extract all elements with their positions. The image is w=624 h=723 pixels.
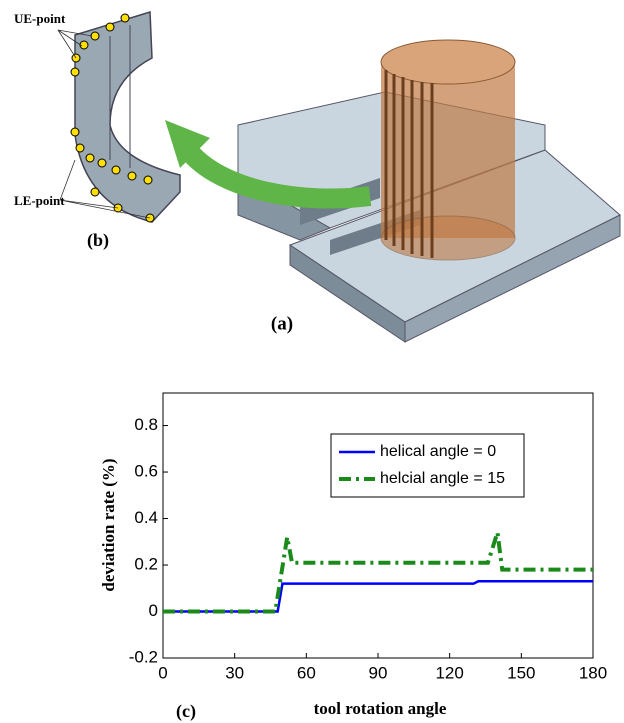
data-line [163,532,593,611]
panel-label: (b) [87,230,109,251]
y-tick-label: -0.2 [129,647,158,666]
panel-label: (c) [176,701,196,722]
plot-frame [163,393,593,658]
figure: UE-point LE-point (b) (a) (c) tool rotat… [0,0,624,723]
tool-edge-illustration [58,12,180,222]
x-axis-label: tool rotation angle [314,699,447,718]
le-point-label: LE-point [14,193,65,208]
x-tick-label: 120 [435,663,463,682]
y-axis-label: deviation rate (%) [99,458,118,591]
x-tick-label: 150 [507,663,535,682]
y-tick-label: 0.2 [134,555,158,574]
x-tick-label: 30 [225,663,244,682]
data-line [163,581,593,611]
legend-label: helical angle = 0 [380,443,496,460]
x-tick-label: 180 [579,663,607,682]
y-tick-label: 0.6 [134,462,158,481]
x-tick-label: 60 [297,663,316,682]
machining-illustration [165,40,620,342]
ue-point-label: UE-point [14,11,66,26]
x-tick-label: 90 [369,663,388,682]
y-tick-label: 0 [149,601,158,620]
y-tick-label: 0.8 [134,415,158,434]
legend-label: helcial angle = 15 [380,470,505,487]
y-tick-label: 0.4 [134,508,158,527]
panel-label: (a) [271,313,293,334]
x-tick-label: 0 [158,663,167,682]
